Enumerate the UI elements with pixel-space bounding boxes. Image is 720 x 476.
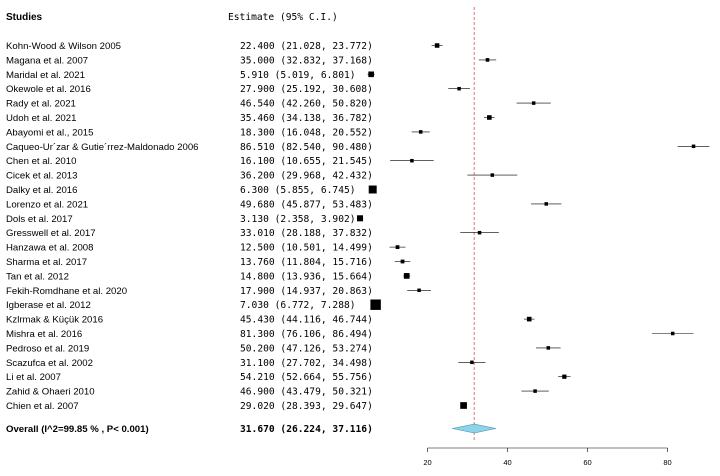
study-markers (356, 43, 710, 409)
study-label: Maridal et al. 2021 (6, 70, 85, 81)
study-label: Mishra et al. 2016 (6, 329, 82, 340)
study-label: Magana et al. 2007 (6, 55, 88, 66)
study-estimate: 27.900 (25.192, 30.608) (240, 84, 373, 95)
study-estimate: 13.760 (11.804, 15.716) (240, 257, 373, 268)
study-marker (485, 58, 490, 62)
study-estimate: 33.010 (28.188, 37.832) (240, 228, 373, 239)
study-marker (490, 173, 495, 177)
study-marker (370, 299, 381, 310)
study-label: Cicek et al. 2013 (6, 171, 77, 182)
study-label: Kzlrmak & Küçük 2016 (6, 315, 103, 326)
study-marker (670, 331, 675, 336)
study-estimate: 3.130 (2.358, 3.902) (240, 214, 356, 225)
study-marker (418, 130, 423, 134)
study-estimate: 6.300 (5.855, 6.745) (240, 185, 356, 196)
study-marker (562, 374, 567, 379)
study-marker (533, 389, 537, 393)
study-label: Hanzawa et al. 2008 (6, 243, 93, 254)
study-labels: Kohn-Wood & Wilson 2005 Magana et al. 200… (6, 41, 199, 412)
header-estimate: Estimate (95% C.I.) (228, 12, 338, 23)
study-estimate: 50.200 (47.126, 53.274) (240, 343, 373, 354)
study-label: Scazufca et al. 2002 (6, 358, 93, 369)
study-estimate: 31.100 (27.702, 34.498) (240, 358, 373, 369)
overall-label: Overall (I^2=99.85 % , P< 0.001) (6, 424, 149, 435)
study-label: Udoh et al. 2021 (6, 113, 76, 124)
study-label: Li et al. 2007 (6, 372, 61, 383)
study-marker (400, 259, 405, 264)
study-label: Okewole et al. 2016 (6, 84, 91, 95)
study-estimate: 54.210 (52.664, 55.756) (240, 372, 373, 383)
study-marker (470, 360, 474, 365)
x-tick-label: 60 (583, 458, 591, 467)
study-label: Tan et al. 2012 (6, 271, 69, 282)
study-estimate: 7.030 (6.772, 7.288) (240, 300, 356, 311)
study-marker (417, 288, 421, 293)
x-tick-label: 40 (503, 458, 511, 467)
study-marker (368, 185, 377, 194)
study-label: Gresswell et al. 2017 (6, 228, 96, 239)
study-marker (403, 273, 410, 279)
study-label: Rady et al. 2021 (6, 99, 76, 110)
study-estimate: 45.430 (44.116, 46.744) (240, 315, 373, 326)
study-estimate: 12.500 (10.501, 14.499) (240, 243, 373, 254)
study-marker (395, 245, 400, 249)
x-tick-label: 20 (423, 458, 431, 467)
study-marker (487, 115, 492, 120)
study-label: Caqueo-Ur´zar & Gutie´rrez-Maldonado 200… (6, 142, 199, 153)
study-marker (546, 346, 551, 350)
study-marker (460, 402, 467, 409)
study-marker (544, 202, 548, 206)
study-marker (531, 101, 536, 105)
study-label: Lorenzo et al. 2021 (6, 199, 88, 210)
overall-diamond (452, 423, 497, 434)
study-label: Abayomi et al., 2015 (6, 127, 93, 138)
study-estimate: 14.800 (13.936, 15.664) (240, 271, 373, 282)
study-label: Zahid & Ohaeri 2010 (6, 387, 95, 398)
study-estimate: 46.540 (42.260, 50.820) (240, 99, 373, 110)
study-estimate: 49.680 (45.877, 53.483) (240, 199, 373, 210)
study-estimate: 35.460 (34.138, 36.782) (240, 113, 373, 124)
study-label: Kohn-Wood & Wilson 2005 (6, 41, 121, 52)
x-tick-label: 80 (663, 458, 671, 467)
study-estimate: 35.000 (32.832, 37.168) (240, 55, 373, 66)
study-marker (457, 86, 461, 91)
study-estimate: 36.200 (29.968, 42.432) (240, 171, 373, 182)
study-label: Chen et al. 2010 (6, 156, 76, 167)
overall-row: Overall (I^2=99.85 % , P< 0.001) 31.670 (… (6, 423, 497, 435)
study-estimate: 16.100 (10.655, 21.545) (240, 156, 373, 167)
study-marker (357, 215, 364, 222)
study-marker (410, 158, 414, 163)
study-label: Chien et al. 2007 (6, 401, 79, 412)
study-marker (434, 43, 440, 48)
study-label: Igberase et al. 2012 (6, 300, 91, 311)
study-estimate: 5.910 (5.019, 6.801) (240, 70, 356, 81)
study-label: Fekih-Romdhane et al. 2020 (6, 286, 127, 297)
header-studies: Studies (6, 12, 43, 23)
study-marker (526, 316, 532, 322)
study-marker (477, 230, 482, 235)
study-estimate: 22.400 (21.028, 23.772) (240, 41, 373, 52)
study-label: Dalky et al. 2016 (6, 185, 77, 196)
overall-estimate: 31.670 (26.224, 37.116) (240, 424, 373, 435)
study-estimate: 18.300 (16.048, 20.552) (240, 127, 373, 138)
study-label: Sharma et al. 2017 (6, 257, 87, 268)
study-marker (368, 71, 374, 78)
study-estimate: 29.020 (28.393, 29.647) (240, 401, 373, 412)
x-axis: 20 40 60 80 (423, 447, 672, 467)
study-label: Dols et al. 2017 (6, 214, 73, 225)
study-estimate: 17.900 (14.937, 20.863) (240, 286, 373, 297)
study-estimate: 46.900 (43.479, 50.321) (240, 387, 373, 398)
study-label: Pedroso et al. 2019 (6, 343, 89, 354)
estimate-column: 22.400 (21.028, 23.772) 35.000 (32.832, 3… (240, 41, 373, 412)
study-estimate: 86.510 (82.540, 90.480) (240, 142, 373, 153)
study-estimate: 81.300 (76.106, 86.494) (240, 329, 373, 340)
study-marker (691, 144, 696, 149)
